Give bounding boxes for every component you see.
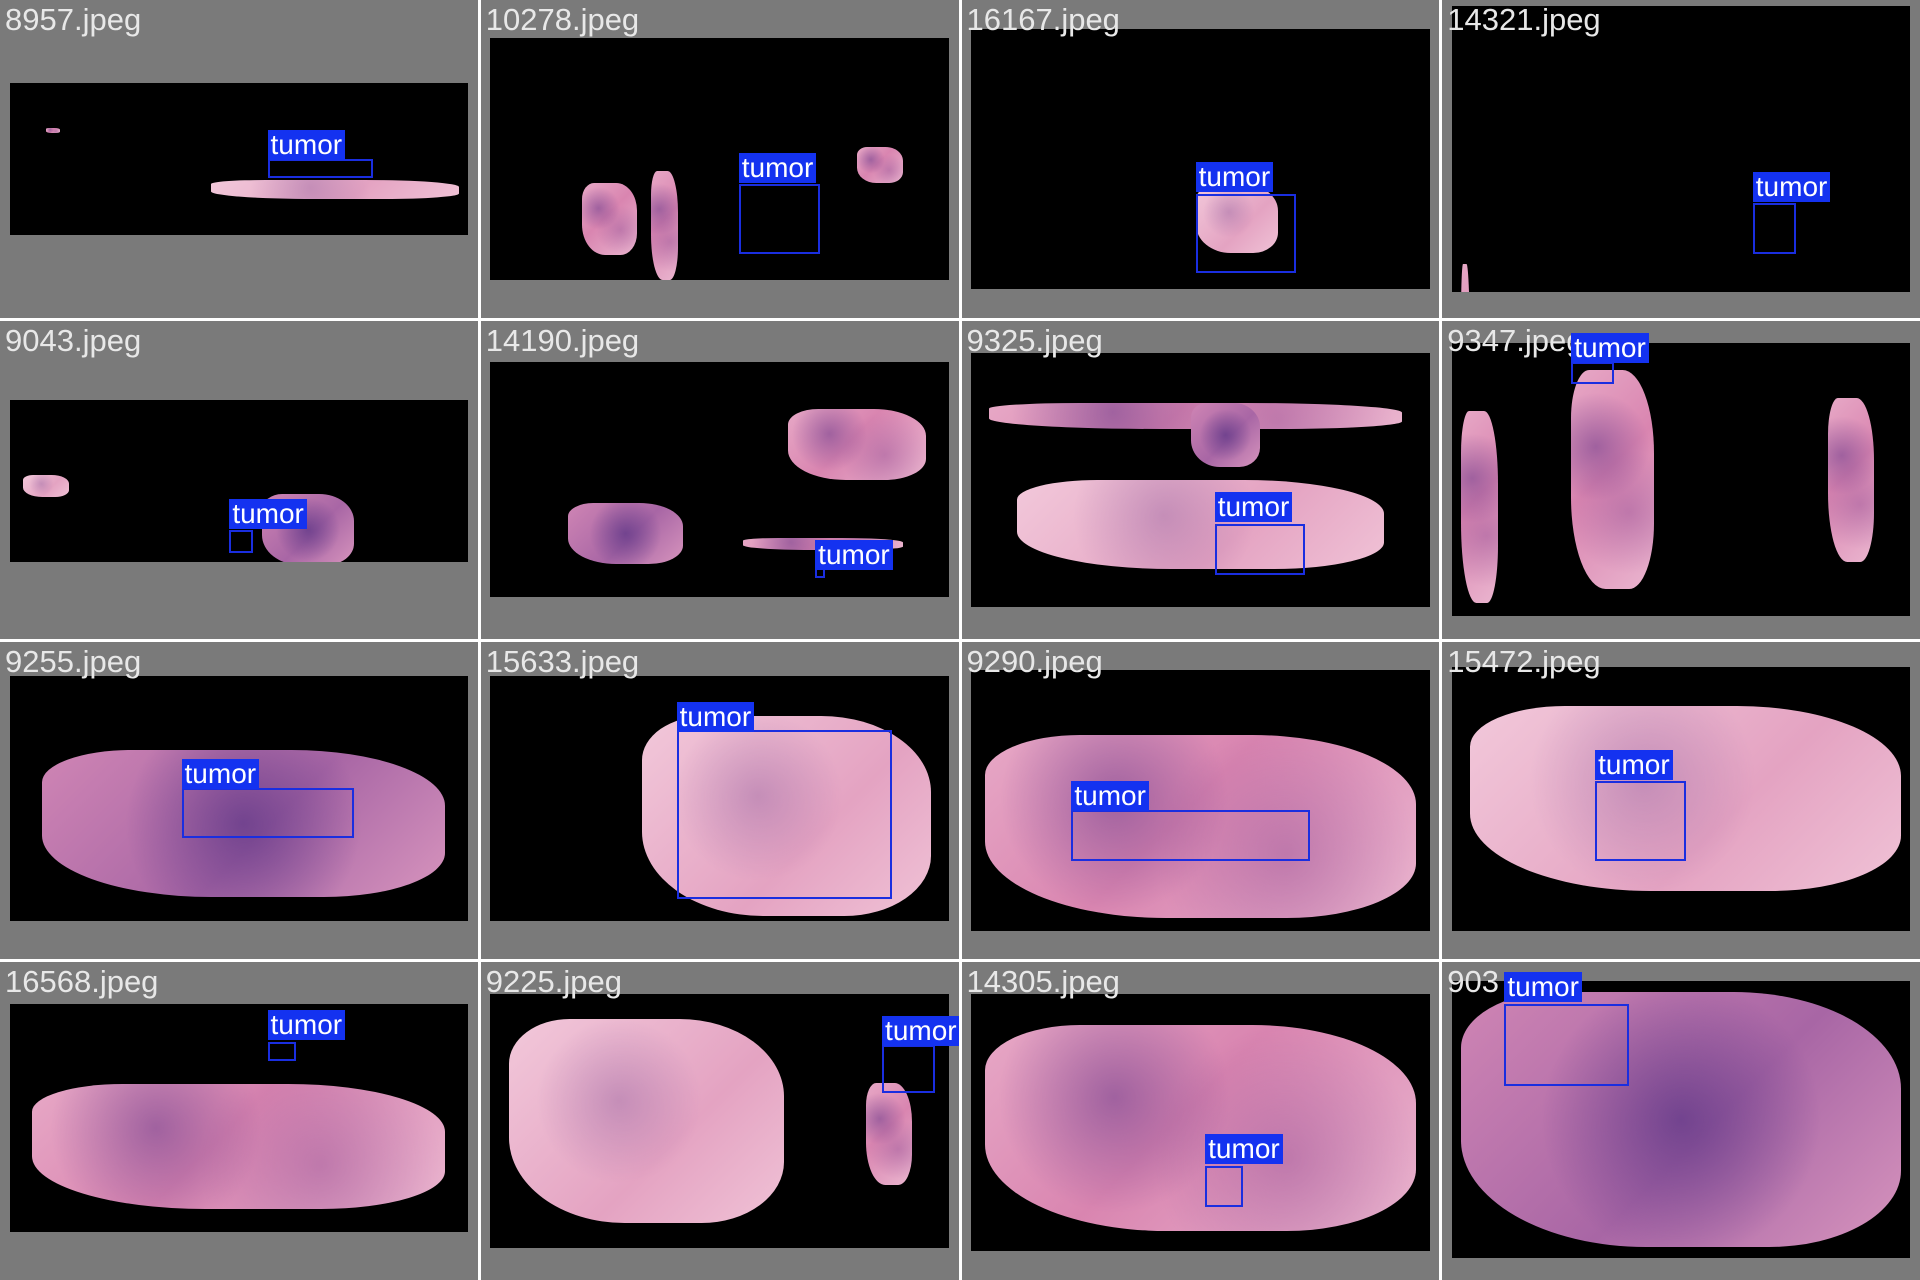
filename-label: 15633.jpeg xyxy=(485,643,640,679)
detection-label: tumor xyxy=(1071,781,1149,812)
detection-box xyxy=(738,184,820,255)
image-tile: 903 tumor xyxy=(1442,962,1920,1280)
filename-label: 9325.jpeg xyxy=(966,322,1103,358)
filename-label: 9347.jpeg xyxy=(1447,322,1584,358)
detection-box xyxy=(1214,524,1306,575)
detection-label: tumor xyxy=(267,1009,346,1040)
tissue-region xyxy=(1827,397,1874,562)
image-tile: 8957.jpeg tumor xyxy=(0,0,478,318)
detection-label: tumor xyxy=(1504,971,1582,1002)
detection-box xyxy=(267,158,373,178)
detection-label: tumor xyxy=(181,759,260,790)
filename-label: 14305.jpeg xyxy=(966,964,1120,1000)
detection-box xyxy=(1504,1003,1629,1087)
detection-box xyxy=(267,1041,297,1061)
filename-label: 10278.jpeg xyxy=(485,2,640,37)
tissue-region xyxy=(23,474,70,498)
tissue-region xyxy=(46,128,60,133)
detection-label: tumor xyxy=(1214,492,1293,523)
detection-box xyxy=(1752,203,1796,255)
image-tile: 15472.jpeg tumor xyxy=(1442,641,1920,960)
slide-image xyxy=(1451,342,1911,617)
tissue-region xyxy=(866,1082,913,1185)
slide-image xyxy=(971,994,1430,1252)
tissue-region xyxy=(568,503,683,565)
filename-label: 14190.jpeg xyxy=(485,322,640,358)
tissue-region xyxy=(1460,263,1471,293)
slide-image xyxy=(9,82,469,236)
filename-label: 16568.jpeg xyxy=(5,964,159,1000)
detection-box xyxy=(1195,193,1296,274)
detection-box xyxy=(1205,1165,1244,1207)
detection-box xyxy=(676,730,892,899)
tissue-region xyxy=(984,1024,1416,1231)
filename-label: 8957.jpeg xyxy=(5,2,142,37)
image-tile: 9255.jpeg tumor xyxy=(0,641,478,960)
image-tile: 14190.jpeg tumor xyxy=(480,320,959,639)
filename-label: 9255.jpeg xyxy=(5,643,142,679)
image-tile: 9043.jpeg tumor xyxy=(0,320,478,639)
tissue-region xyxy=(1016,479,1384,569)
detection-box xyxy=(1071,809,1311,861)
image-tile: 16568.jpeg tumor xyxy=(0,962,478,1280)
image-tile: 15633.jpeg tumor xyxy=(480,641,959,960)
tissue-region xyxy=(650,170,679,280)
filename-label: 14321.jpeg xyxy=(1447,2,1601,37)
image-tile: 9225.jpeg tumor xyxy=(480,962,959,1280)
detection-label: tumor xyxy=(1595,749,1673,780)
tissue-region xyxy=(1571,370,1654,589)
image-tile: 10278.jpeg tumor xyxy=(480,0,959,318)
detection-box xyxy=(181,787,354,839)
detection-label: tumor xyxy=(738,152,817,183)
tissue-region xyxy=(1460,992,1902,1247)
filename-label: 9225.jpeg xyxy=(485,964,622,1000)
tissue-region xyxy=(857,146,904,183)
image-tile: 9325.jpeg tumor xyxy=(961,320,1440,639)
slide-image xyxy=(971,352,1430,607)
detection-label: tumor xyxy=(267,130,346,161)
filename-label: 903 xyxy=(1447,964,1499,1000)
image-tile: 9290.jpeg tumor xyxy=(961,641,1440,960)
detection-label: tumor xyxy=(1752,171,1831,202)
slide-image xyxy=(490,38,949,280)
slide-image xyxy=(971,28,1430,290)
detection-label: tumor xyxy=(1195,162,1274,193)
detection-label: tumor xyxy=(1571,333,1649,364)
filename-label: 16167.jpeg xyxy=(966,2,1120,37)
slide-image xyxy=(9,676,469,922)
tissue-region xyxy=(582,183,638,256)
detection-label: tumor xyxy=(815,539,893,570)
slide-image xyxy=(1451,981,1911,1258)
tissue-region xyxy=(211,180,460,199)
detection-box xyxy=(882,1044,935,1093)
filename-label: 9043.jpeg xyxy=(5,322,142,358)
slide-image xyxy=(9,1003,469,1233)
tissue-region xyxy=(984,735,1416,918)
image-tile: 9347.jpeg tumor xyxy=(1442,320,1920,639)
filename-label: 15472.jpeg xyxy=(1447,643,1601,679)
tissue-region xyxy=(508,1019,784,1223)
detection-label: tumor xyxy=(882,1016,959,1047)
detection-box xyxy=(229,530,254,553)
tissue-region xyxy=(1460,411,1498,603)
image-tile: 14305.jpeg tumor xyxy=(961,962,1440,1280)
slide-image xyxy=(971,670,1430,931)
tissue-region xyxy=(32,1083,446,1210)
detection-box xyxy=(1571,362,1615,385)
image-tile: 14321.jpeg tumor xyxy=(1442,0,1920,318)
filename-label: 9290.jpeg xyxy=(966,643,1103,679)
detection-box xyxy=(1595,781,1686,861)
detection-label: tumor xyxy=(676,701,755,732)
slide-image xyxy=(1451,6,1911,293)
tissue-region xyxy=(1191,403,1260,467)
image-tile: 16167.jpeg tumor xyxy=(961,0,1440,318)
detection-label: tumor xyxy=(1205,1133,1283,1164)
tissue-region xyxy=(641,715,931,917)
slide-image xyxy=(490,994,949,1249)
tissue-region xyxy=(1195,184,1279,253)
detection-label: tumor xyxy=(229,498,307,529)
tissue-region xyxy=(788,409,927,480)
